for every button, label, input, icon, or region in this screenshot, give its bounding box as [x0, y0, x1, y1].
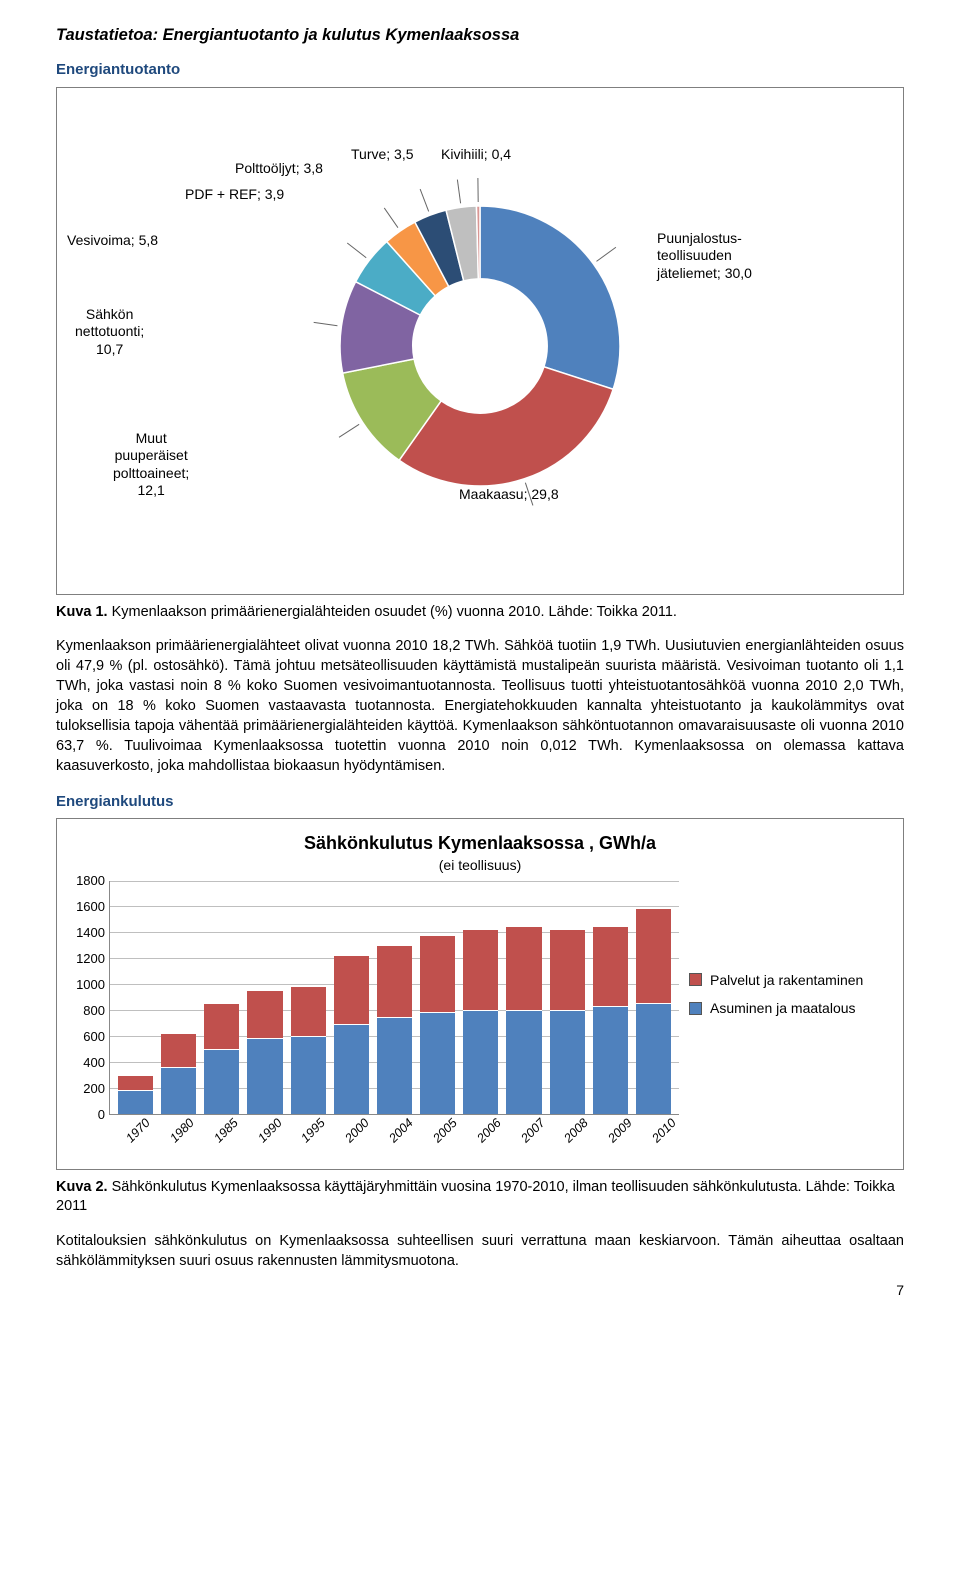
bar-segment: [593, 926, 628, 1005]
bar-segment: [161, 1067, 196, 1114]
figure1-lead: Kuva 1.: [56, 604, 108, 620]
bar-segment: [420, 1012, 455, 1113]
bar-segment: [636, 1003, 671, 1114]
ytick-label: 1000: [61, 976, 105, 994]
donut-slice-label: Vesivoima; 5,8: [67, 232, 158, 250]
ytick-label: 1400: [61, 924, 105, 942]
ytick-label: 1800: [61, 872, 105, 890]
bar-segment: [334, 1024, 369, 1114]
barchart-subtitle: (ei teollisuus): [61, 856, 899, 875]
bar-segment: [463, 929, 498, 1010]
bar-segment: [506, 926, 541, 1009]
donut-slice-label: Turve; 3,5: [351, 146, 414, 164]
bar-segment: [118, 1075, 153, 1091]
bar-segment: [377, 1017, 412, 1113]
figure2-caption: Kuva 2. Sähkönkulutus Kymenlaaksossa käy…: [56, 1178, 904, 1217]
barchart-legend: Palvelut ja rakentaminen Asuminen ja maat…: [689, 881, 899, 1029]
bar-segment: [506, 1010, 541, 1114]
ytick-label: 0: [61, 1106, 105, 1124]
body-paragraph: Kymenlaakson primäärienergialähteet oliv…: [56, 636, 904, 776]
donut-slice-label: Sähkönnettotuonti;10,7: [75, 306, 144, 359]
figure1-text: Kymenlaakson primäärienergialähteiden os…: [108, 604, 677, 620]
footer-paragraph: Kotitalouksien sähkönkulutus on Kymenlaa…: [56, 1231, 904, 1271]
bar-chart-box: Sähkönkulutus Kymenlaaksossa , GWh/a (ei…: [56, 818, 904, 1169]
ytick-label: 800: [61, 1002, 105, 1020]
donut-slice-label: PDF + REF; 3,9: [185, 186, 284, 204]
bar-segment: [204, 1049, 239, 1114]
ytick-label: 600: [61, 1028, 105, 1046]
section-energiankulutus: Energiankulutus: [56, 792, 904, 812]
figure2-lead: Kuva 2.: [56, 1179, 108, 1195]
donut-chart-box: Puunjalostus-teollisuudenjäteliemet; 30,…: [56, 87, 904, 595]
bar-segment: [247, 1038, 282, 1113]
bar-segment: [420, 935, 455, 1012]
ytick-label: 200: [61, 1080, 105, 1098]
donut-slice-label: Polttoöljyt; 3,8: [235, 160, 323, 178]
bar-segment: [377, 945, 412, 1018]
bar-segment: [291, 986, 326, 1035]
page-number: 7: [56, 1281, 904, 1300]
page-title: Taustatietoa: Energiantuotanto ja kulutu…: [56, 24, 904, 46]
xtick-label: 2010: [643, 1109, 707, 1173]
bar-segment: [593, 1006, 628, 1114]
donut-slice-label: Kivihiili; 0,4: [441, 146, 511, 164]
bar-segment: [161, 1033, 196, 1067]
section-energiantuotanto: Energiantuotanto: [56, 60, 904, 80]
bar-segment: [550, 929, 585, 1010]
donut-slice-label: Maakaasu; 29,8: [459, 486, 559, 504]
legend-item: Palvelut ja rakentaminen: [689, 971, 899, 990]
ytick-label: 1200: [61, 950, 105, 968]
ytick-label: 400: [61, 1054, 105, 1072]
bar-segment: [291, 1036, 326, 1114]
bar-segment: [247, 990, 282, 1038]
donut-slice-label: Puunjalostus-teollisuudenjäteliemet; 30,…: [657, 230, 752, 283]
figure2-text: Sähkönkulutus Kymenlaaksossa käyttäjäryh…: [56, 1179, 895, 1215]
figure1-caption: Kuva 1. Kymenlaakson primäärienergialäht…: [56, 603, 904, 623]
bar-segment: [463, 1010, 498, 1114]
legend-item: Asuminen ja maatalous: [689, 999, 899, 1018]
ytick-label: 1600: [61, 898, 105, 916]
donut-slice-label: Muutpuuperäisetpolttoaineet;12,1: [113, 430, 189, 500]
bar-segment: [636, 908, 671, 1003]
barchart-title: Sähkönkulutus Kymenlaaksossa , GWh/a: [61, 831, 899, 855]
bar-segment: [204, 1003, 239, 1049]
bar-segment: [550, 1010, 585, 1114]
bar-segment: [334, 955, 369, 1024]
